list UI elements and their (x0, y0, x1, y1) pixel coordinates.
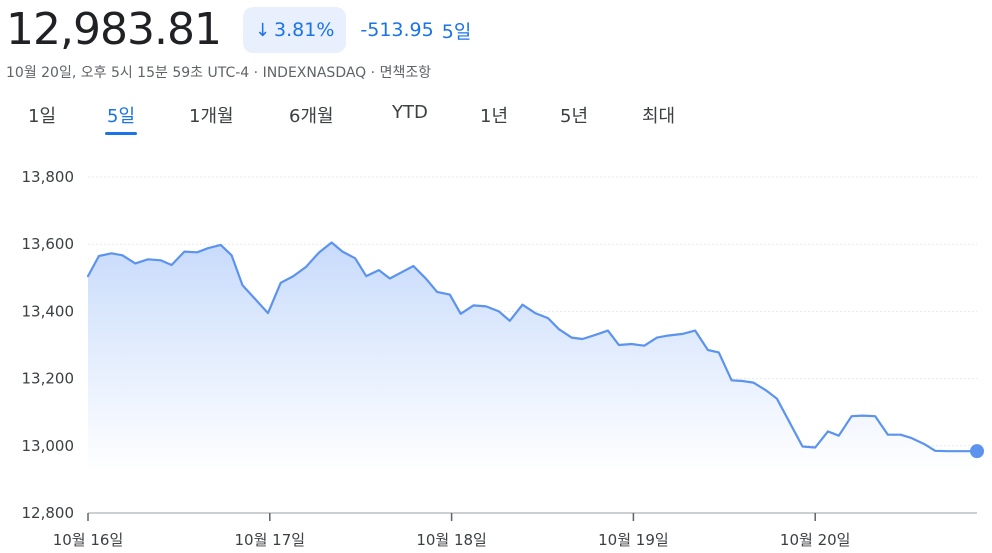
y-tick-label: 13,200 (22, 370, 75, 388)
separator: · (370, 65, 376, 81)
disclaimer-link[interactable]: 면책조항 (379, 65, 432, 81)
series-area (88, 242, 977, 473)
y-tick-label: 12,800 (22, 504, 75, 522)
x-tick-label: 10월 20일 (780, 531, 851, 549)
quote-header: 12,983.81 ↓ 3.81% -513.95 5일 (6, 2, 471, 58)
series-line (86, 241, 979, 453)
x-tick-label: 10월 18일 (416, 531, 487, 549)
price-chart[interactable]: 12,800 13,000 13,200 13,400 13,600 13,800 10월 … (0, 140, 992, 553)
separator: · (253, 65, 259, 81)
change-percent: 3.81% (274, 19, 335, 41)
y-tick-label: 13,800 (22, 168, 75, 186)
change-period: 5일 (441, 20, 472, 43)
tab-1m[interactable]: 1개월 (189, 106, 234, 127)
x-tick-label: 10월 19일 (598, 531, 669, 549)
change-absolute: -513.95 (360, 19, 434, 41)
tab-5d[interactable]: 5일 (104, 102, 138, 135)
tab-6m[interactable]: 6개월 (289, 106, 334, 127)
current-price: 12,983.81 (6, 4, 222, 55)
exchange: INDEXNASDAQ (262, 65, 367, 81)
quote-meta: 10월 20일, 오후 5시 15분 59초 UTC-4 · INDEXNASD… (6, 62, 431, 82)
last-point-marker (970, 444, 984, 459)
y-tick-label: 13,400 (22, 302, 75, 320)
arrow-down-icon: ↓ (254, 19, 271, 41)
tab-1d[interactable]: 1일 (28, 106, 57, 127)
tab-1y[interactable]: 1년 (480, 106, 509, 127)
y-tick-label: 13,000 (22, 437, 75, 455)
x-tick-label: 10월 16일 (53, 531, 124, 549)
y-tick-label: 13,600 (22, 235, 75, 253)
x-tick-label: 10월 17일 (235, 531, 306, 549)
range-tabs: 1일 5일 1개월 6개월 YTD 1년 5년 최대 (0, 96, 992, 136)
change-percent-badge: ↓ 3.81% (242, 7, 347, 53)
tab-ytd[interactable]: YTD (392, 102, 428, 123)
tab-max[interactable]: 최대 (642, 106, 676, 127)
tab-5y[interactable]: 5년 (560, 106, 589, 127)
timestamp: 10월 20일, 오후 5시 15분 59초 UTC-4 (6, 65, 250, 81)
